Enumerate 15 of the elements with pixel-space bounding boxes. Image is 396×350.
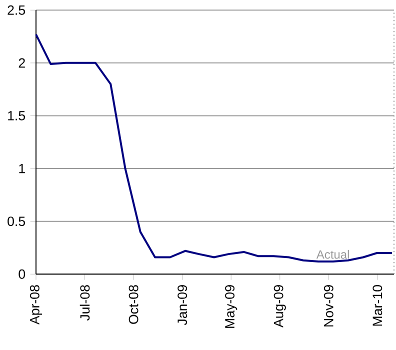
x-tick-label: May-09 bbox=[225, 285, 238, 328]
x-tick-label: Oct-08 bbox=[128, 285, 138, 324]
y-tick-label: 0 bbox=[18, 269, 26, 279]
x-tick-label: Jan-09 bbox=[178, 285, 188, 326]
y-tick-label: 2 bbox=[18, 58, 25, 68]
y-tick-label: 0.5 bbox=[8, 216, 26, 226]
x-tick-label: Mar-10 bbox=[372, 285, 382, 326]
x-tick-label: Nov-09 bbox=[324, 285, 334, 326]
x-tick-label: Aug-09 bbox=[274, 285, 286, 328]
y-tick-label: 1 bbox=[19, 164, 25, 174]
y-tick-label: 2.5 bbox=[8, 5, 26, 15]
x-tick-label: Apr-08 bbox=[30, 285, 42, 325]
annotation: Actual bbox=[316, 250, 349, 259]
y-tick-label: 1.5 bbox=[8, 111, 26, 120]
x-tick-label: Jul-08 bbox=[80, 285, 90, 321]
